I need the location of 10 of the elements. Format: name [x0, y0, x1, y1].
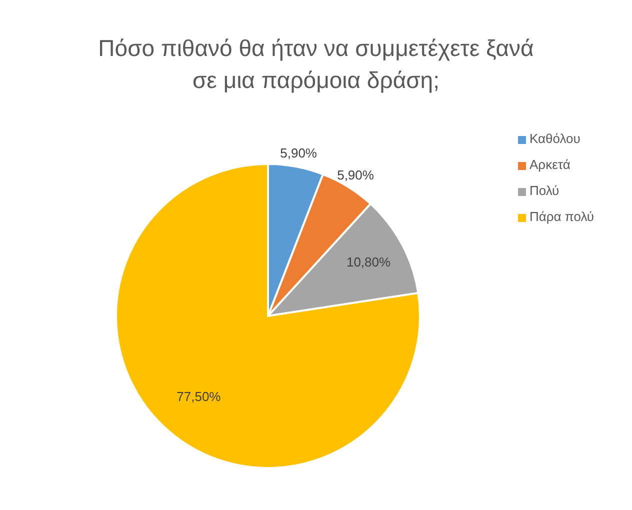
data-label: 5,90%: [280, 145, 318, 160]
pie-slice: [115, 163, 421, 469]
chart-title: Πόσο πιθανό θα ήταν να συμμετέχετε ξανά σε μια παρόμοια δράση;: [97, 34, 535, 95]
data-label: 5,90%: [337, 167, 374, 182]
data-label: 77,50%: [176, 389, 222, 404]
legend-label: Πάρα πολύ: [530, 209, 594, 224]
data-label: 10,80%: [346, 254, 392, 270]
legend-label: Αρκετά: [530, 157, 570, 172]
legend-label: Καθόλου: [530, 131, 580, 146]
legend-label: Πολύ: [530, 183, 560, 198]
